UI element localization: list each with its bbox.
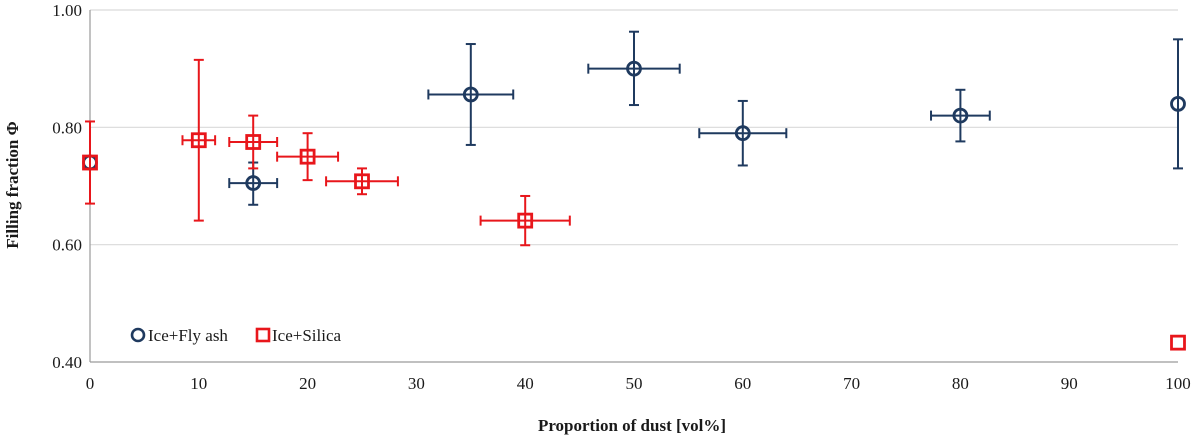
- data-point-silica: [1170, 334, 1186, 351]
- x-tick-label: 90: [1061, 374, 1078, 393]
- x-tick-label: 20: [299, 374, 316, 393]
- legend-fly-ash-marker: [130, 327, 146, 343]
- data-point-fly-ash: [462, 86, 479, 103]
- x-tick-label: 60: [734, 374, 751, 393]
- x-tick-label: 70: [843, 374, 860, 393]
- legend: Ice+Fly ash Ice+Silica: [130, 326, 342, 345]
- y-tick-label: 1.00: [52, 1, 82, 20]
- x-tick-label: 10: [190, 374, 207, 393]
- x-tick-label: 30: [408, 374, 425, 393]
- legend-silica-label: Ice+Silica: [272, 326, 342, 345]
- data-point-fly-ash: [245, 175, 262, 191]
- y-tick-label: 0.60: [52, 236, 82, 255]
- x-tick-label: 40: [517, 374, 534, 393]
- y-axis-title: Filling fraction Φ: [3, 121, 22, 248]
- data-point-silica: [354, 173, 370, 190]
- x-tick-label: 50: [626, 374, 643, 393]
- series-layer: [82, 30, 1186, 351]
- y-tick-label: 0.40: [52, 353, 82, 372]
- data-point-fly-ash: [952, 107, 969, 124]
- y-tick-label: 0.80: [52, 118, 82, 137]
- data-point-silica: [245, 134, 262, 150]
- legend-fly-ash-label: Ice+Fly ash: [148, 326, 228, 345]
- data-point-silica: [299, 148, 316, 165]
- x-tick-label: 0: [86, 374, 95, 393]
- x-axis-title: Proportion of dust [vol%]: [538, 416, 726, 435]
- x-tick-label: 100: [1165, 374, 1191, 393]
- data-point-fly-ash: [1170, 95, 1186, 112]
- series-ice-silica: [82, 58, 1186, 351]
- data-point-silica: [190, 132, 207, 149]
- x-tick-label: 80: [952, 374, 969, 393]
- grid-layer: [90, 9, 1178, 246]
- legend-silica-marker: [255, 327, 271, 343]
- series-ice-fly-ash: [82, 30, 1186, 206]
- data-point-silica: [82, 154, 98, 171]
- data-point-silica: [517, 212, 534, 229]
- data-point-fly-ash: [626, 60, 642, 77]
- data-point-fly-ash: [734, 125, 751, 142]
